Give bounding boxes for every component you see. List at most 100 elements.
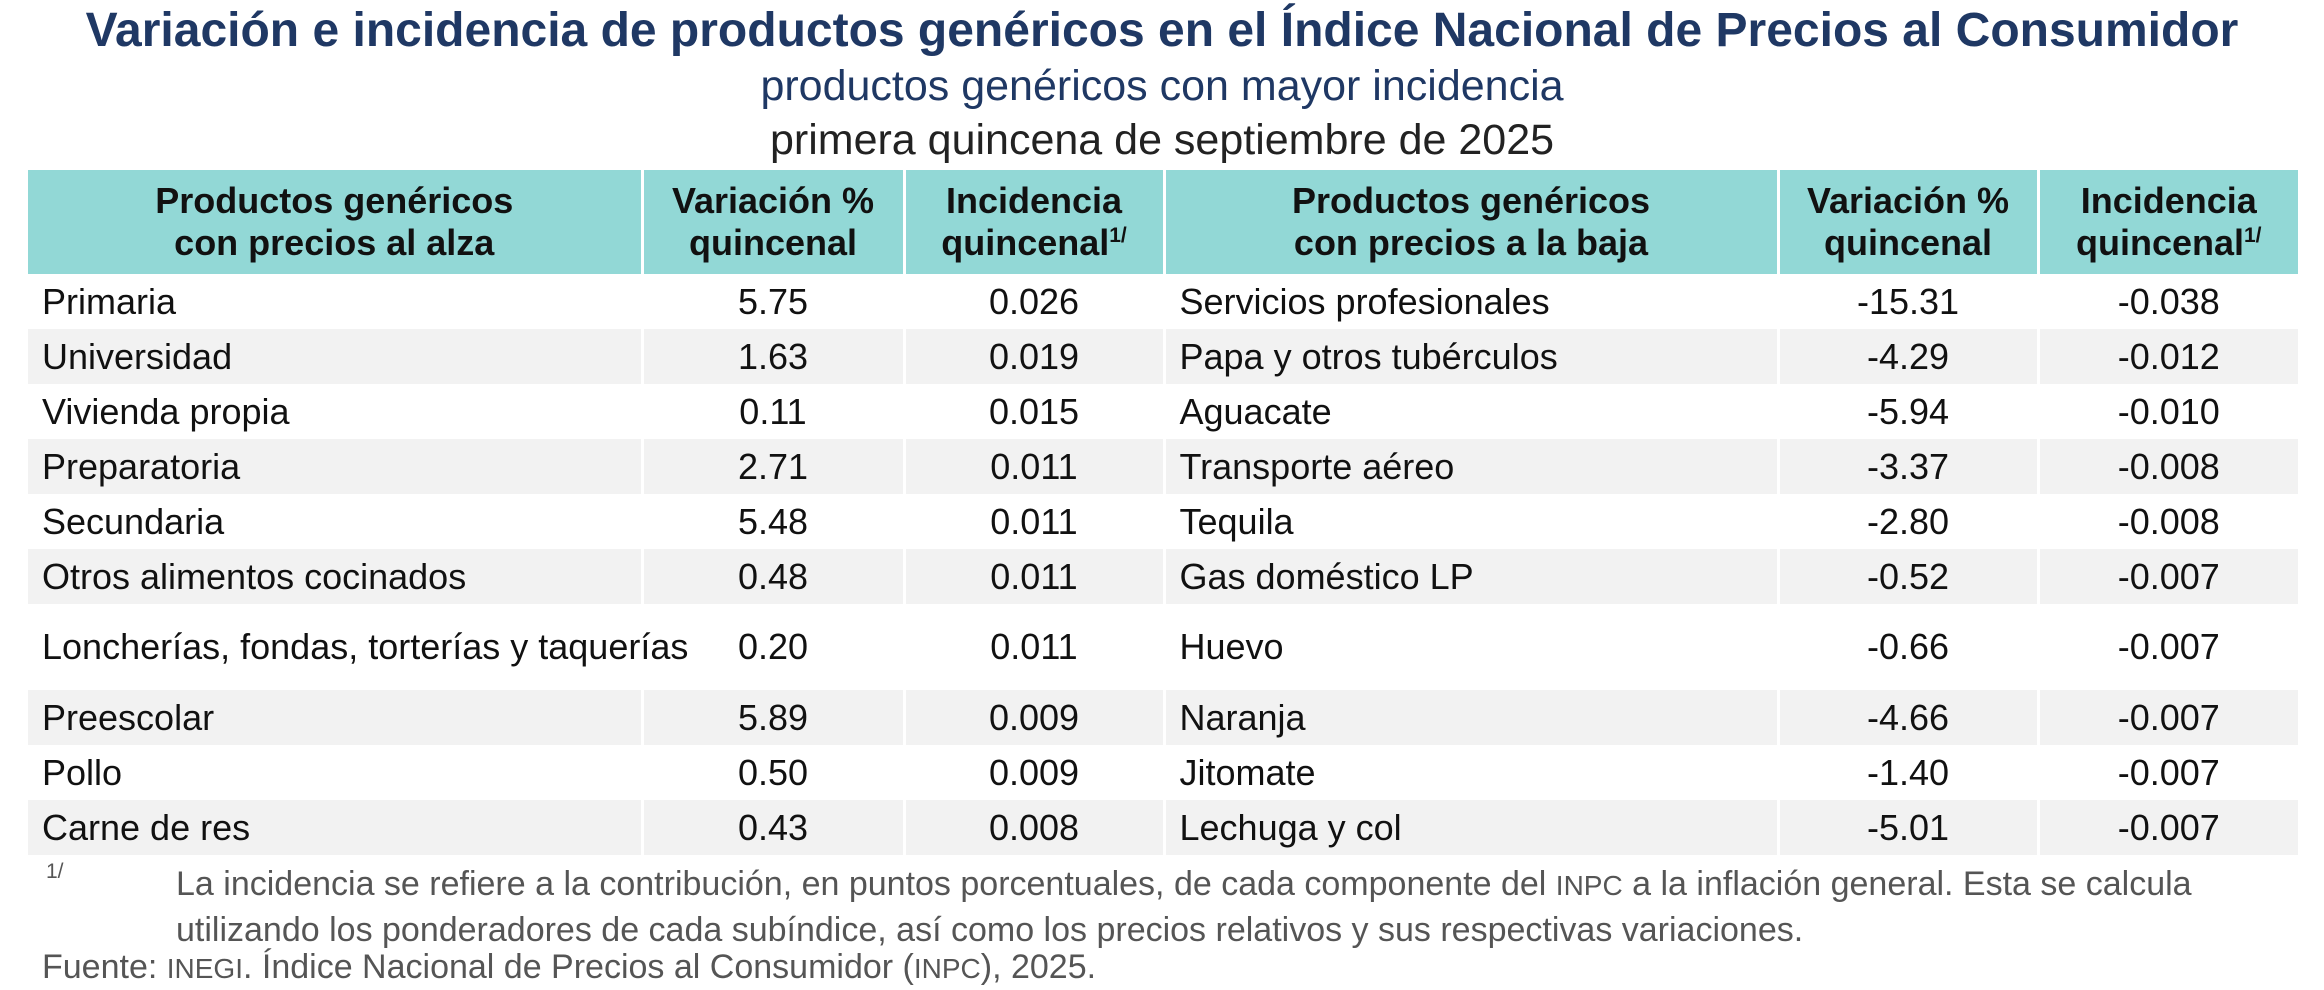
cell-variation-up: 0.11 [642, 384, 906, 439]
cell-incidence-down: -0.010 [2038, 384, 2298, 439]
footnote-ref: 1/ [1109, 224, 1127, 247]
cell-product-up: Preescolar [28, 690, 644, 745]
cell-variation-up: 1.63 [642, 329, 906, 384]
cell-incidence-up: 0.019 [904, 329, 1166, 384]
header-line: Variación % [1806, 180, 2010, 221]
table-row: Pollo 0.50 0.009 Jitomate -1.40 -0.007 [28, 745, 2298, 800]
cell-product-up: Carne de res [28, 800, 644, 855]
header-line: Incidencia [2080, 180, 2257, 221]
cell-variation-up: 5.75 [642, 274, 906, 329]
cell-variation-up: 0.20 [642, 604, 906, 690]
source-org: INEGI [166, 953, 243, 984]
cell-incidence-down: -0.007 [2038, 745, 2298, 800]
header-line: Incidencia [945, 180, 1123, 221]
cell-variation-up: 0.50 [642, 745, 906, 800]
header-line-text: quincenal [2075, 222, 2244, 263]
cell-variation-down: -5.01 [1778, 800, 2040, 855]
header-line: quincenal [688, 222, 858, 263]
footnote-text-part: a la inflación general. Esta se calcula … [176, 865, 2192, 949]
header-line-text: quincenal [941, 222, 1110, 263]
cell-variation-down: -1.40 [1778, 745, 2040, 800]
cell-incidence-down: -0.007 [2038, 800, 2298, 855]
table-row: Otros alimentos cocinados 0.48 0.011 Gas… [28, 549, 2298, 604]
cell-variation-down: -4.29 [1778, 329, 2040, 384]
cell-incidence-up: 0.011 [904, 439, 1166, 494]
cell-variation-down: -0.66 [1778, 604, 2040, 690]
cell-incidence-up: 0.011 [904, 604, 1166, 690]
table-row: Primaria 5.75 0.026 Servicios profesiona… [28, 274, 2298, 329]
cell-variation-up: 5.89 [642, 690, 906, 745]
table-row: Universidad 1.63 0.019 Papa y otros tubé… [28, 329, 2298, 384]
header-incidence-up: Incidencia quincenal1/ [904, 170, 1166, 274]
source-text-part: ), 2025. [980, 948, 1097, 986]
cell-incidence-down: -0.007 [2038, 604, 2298, 690]
page-subtitle: productos genéricos con mayor incidencia [760, 62, 1564, 110]
footnote-mark: 1/ [46, 860, 64, 883]
cell-variation-down: -4.66 [1778, 690, 2040, 745]
cell-incidence-up: 0.009 [904, 690, 1166, 745]
header-variation-down: Variación % quincenal [1778, 170, 2040, 274]
cell-incidence-down: -0.012 [2038, 329, 2298, 384]
source-abbr: INPC [913, 953, 981, 984]
table-row: Loncherías, fondas, torterías y taquería… [28, 604, 2298, 690]
header-line: Productos genéricos [1291, 180, 1651, 221]
cell-variation-up: 0.43 [642, 800, 906, 855]
cell-product-up: Pollo [28, 745, 644, 800]
header-line: quincenal [1823, 222, 1993, 263]
table-row: Vivienda propia 0.11 0.015 Aguacate -5.9… [28, 384, 2298, 439]
table-row: Preparatoria 2.71 0.011 Transporte aéreo… [28, 439, 2298, 494]
cell-product-up: Loncherías, fondas, torterías y taquería… [28, 604, 688, 690]
header-line: con precios a la baja [1293, 222, 1649, 263]
cell-product-down: Naranja [1164, 690, 1780, 745]
table-row: Preescolar 5.89 0.009 Naranja -4.66 -0.0… [28, 690, 2298, 745]
cell-variation-down: -2.80 [1778, 494, 2040, 549]
header-line: Productos genéricos [155, 180, 514, 221]
cell-incidence-up: 0.011 [904, 549, 1166, 604]
cell-variation-down: -0.52 [1778, 549, 2040, 604]
footnote-text-part: La incidencia se refiere a la contribuci… [176, 865, 1556, 903]
source-label: Fuente: [42, 948, 167, 986]
header-line: quincenal1/ [912, 222, 1157, 264]
header-line: quincenal1/ [2046, 222, 2293, 264]
cell-product-up: Secundaria [28, 494, 644, 549]
cell-incidence-up: 0.011 [904, 494, 1166, 549]
cell-incidence-down: -0.007 [2038, 690, 2298, 745]
cell-variation-up: 5.48 [642, 494, 906, 549]
cell-product-up: Otros alimentos cocinados [28, 549, 644, 604]
cell-variation-down: -5.94 [1778, 384, 2040, 439]
header-variation-up: Variación % quincenal [642, 170, 906, 274]
footnote-abbr: INPC [1555, 870, 1623, 901]
cell-product-up: Vivienda propia [28, 384, 644, 439]
cell-incidence-down: -0.007 [2038, 549, 2298, 604]
cell-product-down: Lechuga y col [1164, 800, 1780, 855]
table-header-row: Productos genéricos con precios al alza … [28, 170, 2298, 274]
table-row: Secundaria 5.48 0.011 Tequila -2.80 -0.0… [28, 494, 2298, 549]
header-incidence-down: Incidencia quincenal1/ [2038, 170, 2298, 274]
cell-product-down: Tequila [1164, 494, 1780, 549]
cell-incidence-up: 0.026 [904, 274, 1166, 329]
cell-product-down: Huevo [1164, 604, 1780, 690]
footnote-text: La incidencia se refiere a la contribuci… [176, 862, 2308, 952]
period-label: primera quincena de septiembre de 2025 [769, 116, 1555, 164]
cell-product-down: Papa y otros tubérculos [1164, 329, 1780, 384]
source-note: Fuente: INEGI. Índice Nacional de Precio… [42, 946, 1096, 990]
cell-incidence-down: -0.008 [2038, 439, 2298, 494]
cell-product-down: Jitomate [1164, 745, 1780, 800]
header-line: Variación % [671, 180, 875, 221]
cell-product-up: Universidad [28, 329, 644, 384]
cell-incidence-down: -0.038 [2038, 274, 2298, 329]
cell-product-up: Preparatoria [28, 439, 644, 494]
cell-incidence-up: 0.009 [904, 745, 1166, 800]
cell-incidence-down: -0.008 [2038, 494, 2298, 549]
source-text-part: . Índice Nacional de Precios al Consumid… [242, 948, 914, 986]
header-line: con precios al alza [174, 222, 495, 263]
cell-variation-up: 0.48 [642, 549, 906, 604]
page-title: Variación e incidencia de productos gené… [85, 4, 2239, 57]
incidence-table: Productos genéricos con precios al alza … [28, 170, 2298, 855]
header-products-down: Productos genéricos con precios a la baj… [1164, 170, 1780, 274]
cell-variation-down: -15.31 [1778, 274, 2040, 329]
cell-incidence-up: 0.008 [904, 800, 1166, 855]
cell-product-up: Primaria [28, 274, 644, 329]
cell-variation-down: -3.37 [1778, 439, 2040, 494]
